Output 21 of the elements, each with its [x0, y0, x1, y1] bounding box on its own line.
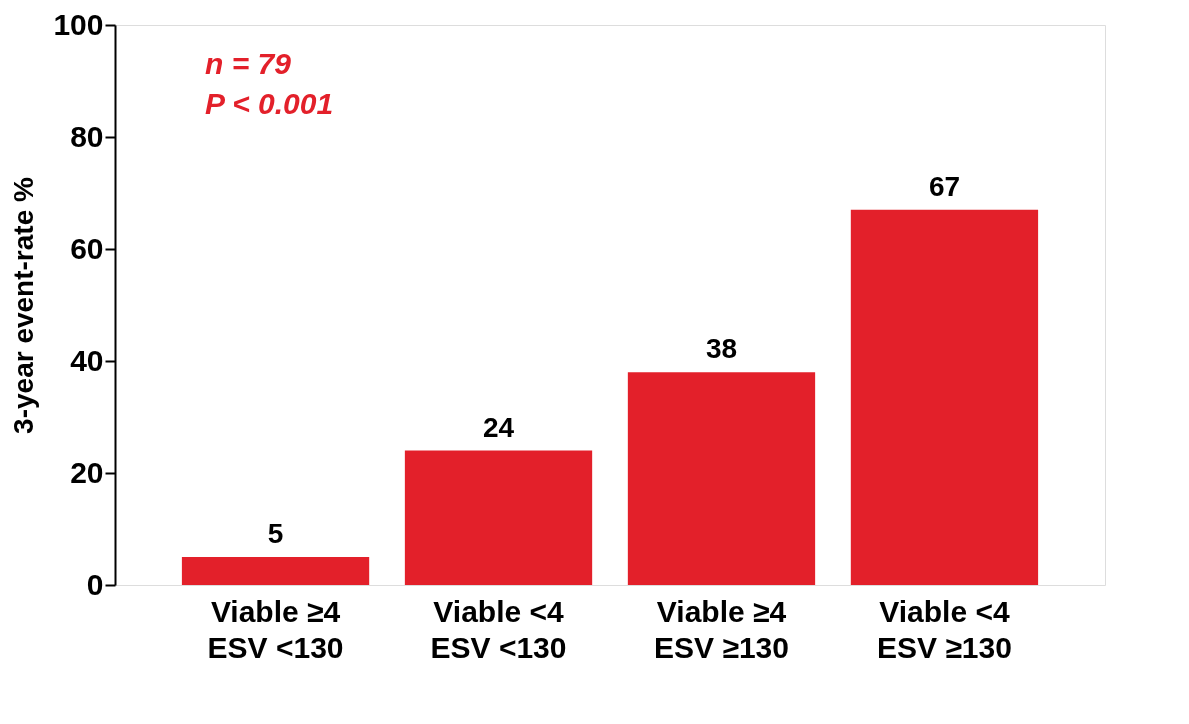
y-tick-label: 80	[70, 119, 104, 153]
bar	[850, 209, 1039, 585]
bar	[404, 450, 593, 585]
y-tick-label: 20	[70, 455, 104, 489]
x-tick-label: Viable <4 ESV ≥130	[877, 594, 1012, 664]
y-tick-label: 0	[86, 567, 104, 601]
annotation: n = 79	[205, 47, 292, 80]
data-label: 38	[705, 333, 738, 365]
bar	[627, 372, 816, 585]
annotation: P < 0.001	[205, 87, 334, 120]
y-tick-label: 60	[70, 231, 104, 265]
x-tick-label: Viable ≥4 ESV ≥130	[654, 594, 789, 664]
y-tick-label: 40	[70, 343, 104, 377]
data-label: 5	[267, 518, 284, 549]
y-tick-label: 100	[53, 7, 104, 41]
x-tick-label: Viable <4 ESV <130	[430, 594, 567, 664]
y-axis-title: 3-year event-rate %	[8, 177, 40, 434]
data-label: 67	[928, 170, 961, 202]
x-tick-label: Viable ≥4 ESV <130	[207, 594, 344, 664]
bar	[181, 557, 370, 585]
data-label: 24	[482, 411, 515, 443]
